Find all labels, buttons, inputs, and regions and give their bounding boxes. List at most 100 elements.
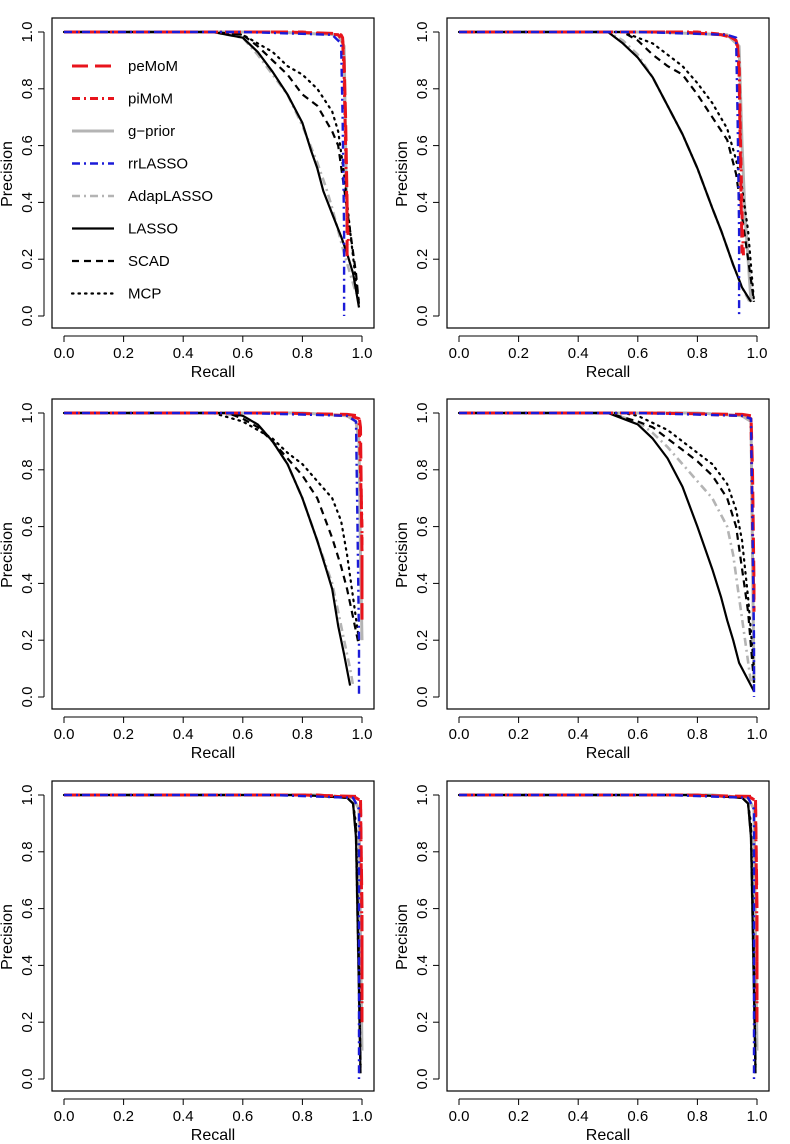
series-line-lasso: [459, 30, 752, 303]
series-line-adaplasso: [459, 793, 757, 1065]
series-line-pemom: [459, 30, 744, 254]
series-line-g-prior: [459, 30, 753, 302]
panel-1: 0.0 0.2 0.4 0.6 0.8 1.0 Recall 0.0 0.2 0.4 0.6 0.8 1…: [0, 17, 375, 381]
y-tick-label: 1.0: [414, 22, 431, 43]
series-line-mcp: [457, 793, 757, 1066]
series-line-scad: [459, 793, 757, 1068]
x-axis-label: Recall: [586, 1127, 630, 1144]
x-axis-label: Recall: [191, 364, 235, 381]
series-line-lasso: [459, 411, 755, 692]
series-line-adaplasso: [64, 411, 355, 686]
legend-label-g-prior: g−prior: [128, 123, 175, 140]
x-tick-label: 0.0: [449, 726, 470, 743]
series-line-g-prior: [64, 793, 364, 1051]
y-tick-label: 0.0: [414, 687, 431, 708]
x-tick-label: 0.2: [113, 1108, 134, 1125]
y-tick-label: 0.2: [414, 1012, 431, 1033]
y-tick-label: 0.8: [19, 78, 36, 99]
legend-label-adaplasso: AdapLASSO: [128, 188, 213, 205]
series-line-adaplasso: [459, 30, 753, 306]
plot-frame: [446, 398, 770, 710]
series-line-adaplasso: [64, 30, 358, 294]
y-axis-label: Precision: [394, 141, 411, 207]
x-tick-label: 0.2: [508, 726, 529, 743]
y-tick-label: 0.4: [19, 955, 36, 976]
x-tick-label: 0.8: [292, 345, 313, 362]
y-tick-label: 1.0: [414, 785, 431, 806]
series-line-pimom: [64, 411, 364, 612]
panel-4: 0.0 0.2 0.4 0.6 0.8 1.0 Recall 0.0 0.2 0.4 0.6 0.8 1…: [394, 398, 770, 762]
y-tick-label: 0.8: [19, 459, 36, 480]
x-tick-label: 0.2: [508, 345, 529, 362]
legend-label-scad: SCAD: [128, 253, 170, 270]
plot-frame: [446, 17, 770, 329]
x-tick-label: 0.2: [508, 1108, 529, 1125]
series-line-lasso: [64, 793, 362, 1074]
legend-label-pemom: peMoM: [128, 58, 178, 75]
series-line-rrlasso: [459, 30, 741, 316]
series-line-mcp: [62, 411, 361, 642]
y-axis-label: Precision: [0, 904, 16, 970]
x-axis-label: Recall: [191, 745, 235, 762]
x-tick-label: 1.0: [747, 726, 768, 743]
x-tick-label: 0.6: [232, 726, 253, 743]
panel-2: 0.0 0.2 0.4 0.6 0.8 1.0 Recall 0.0 0.2 0.4 0.6 0.8 1…: [394, 17, 770, 381]
y-tick-label: 0.4: [19, 192, 36, 213]
y-tick-label: 0.2: [414, 249, 431, 270]
y-tick-label: 0.0: [414, 306, 431, 327]
y-tick-label: 0.8: [19, 841, 36, 862]
y-tick-label: 0.6: [414, 898, 431, 919]
x-tick-label: 0.0: [449, 1108, 470, 1125]
y-tick-label: 0.2: [414, 630, 431, 651]
x-tick-label: 0.6: [232, 345, 253, 362]
series-line-pimom: [459, 411, 756, 612]
x-tick-label: 0.6: [232, 1108, 253, 1125]
x-tick-label: 0.4: [568, 1108, 589, 1125]
y-tick-label: 0.2: [19, 249, 36, 270]
panel-5: 0.0 0.2 0.4 0.6 0.8 1.0 Recall 0.0 0.2 0.4 0.6 0.8 1…: [0, 780, 375, 1144]
series-line-g-prior: [459, 411, 756, 683]
x-tick-label: 0.2: [113, 726, 134, 743]
y-axis-label: Precision: [0, 522, 16, 588]
series-line-rrlasso: [459, 793, 756, 1079]
y-tick-label: 0.0: [19, 306, 36, 327]
legend-label-mcp: MCP: [128, 286, 161, 303]
y-tick-label: 1.0: [19, 22, 36, 43]
x-axis-label: Recall: [191, 1127, 235, 1144]
series-line-mcp: [457, 411, 756, 670]
series-line-rrlasso: [64, 30, 346, 316]
legend-label-rrlasso: rrLASSO: [128, 156, 188, 173]
series-line-g-prior: [459, 793, 759, 1051]
x-tick-label: 0.8: [687, 726, 708, 743]
series-line-mcp: [457, 30, 756, 303]
x-tick-label: 1.0: [352, 345, 373, 362]
series-line-rrlasso: [64, 411, 361, 697]
x-tick-label: 0.0: [54, 345, 75, 362]
legend-label-pimom: piMoM: [128, 91, 173, 108]
x-tick-label: 0.0: [449, 345, 470, 362]
y-tick-label: 0.6: [19, 516, 36, 537]
series-line-lasso: [459, 793, 757, 1074]
legend-label-lasso: LASSO: [128, 221, 178, 238]
x-tick-label: 0.6: [627, 1108, 648, 1125]
series-line-pimom: [64, 30, 351, 246]
x-tick-label: 1.0: [747, 1108, 768, 1125]
x-axis-label: Recall: [586, 364, 630, 381]
series-line-scad: [64, 30, 361, 305]
y-tick-label: 0.0: [414, 1069, 431, 1090]
y-tick-label: 1.0: [19, 785, 36, 806]
x-tick-label: 0.8: [292, 1108, 313, 1125]
x-tick-label: 0.0: [54, 1108, 75, 1125]
y-tick-label: 0.8: [414, 78, 431, 99]
x-tick-label: 0.2: [113, 345, 134, 362]
x-tick-label: 1.0: [352, 726, 373, 743]
plot-frame: [51, 398, 375, 710]
y-axis-label: Precision: [394, 904, 411, 970]
series-line-scad: [459, 411, 756, 683]
x-tick-label: 1.0: [747, 345, 768, 362]
series-line-scad: [459, 30, 756, 302]
x-tick-label: 0.6: [627, 345, 648, 362]
y-tick-label: 0.0: [19, 1069, 36, 1090]
plot-frame: [51, 780, 375, 1092]
